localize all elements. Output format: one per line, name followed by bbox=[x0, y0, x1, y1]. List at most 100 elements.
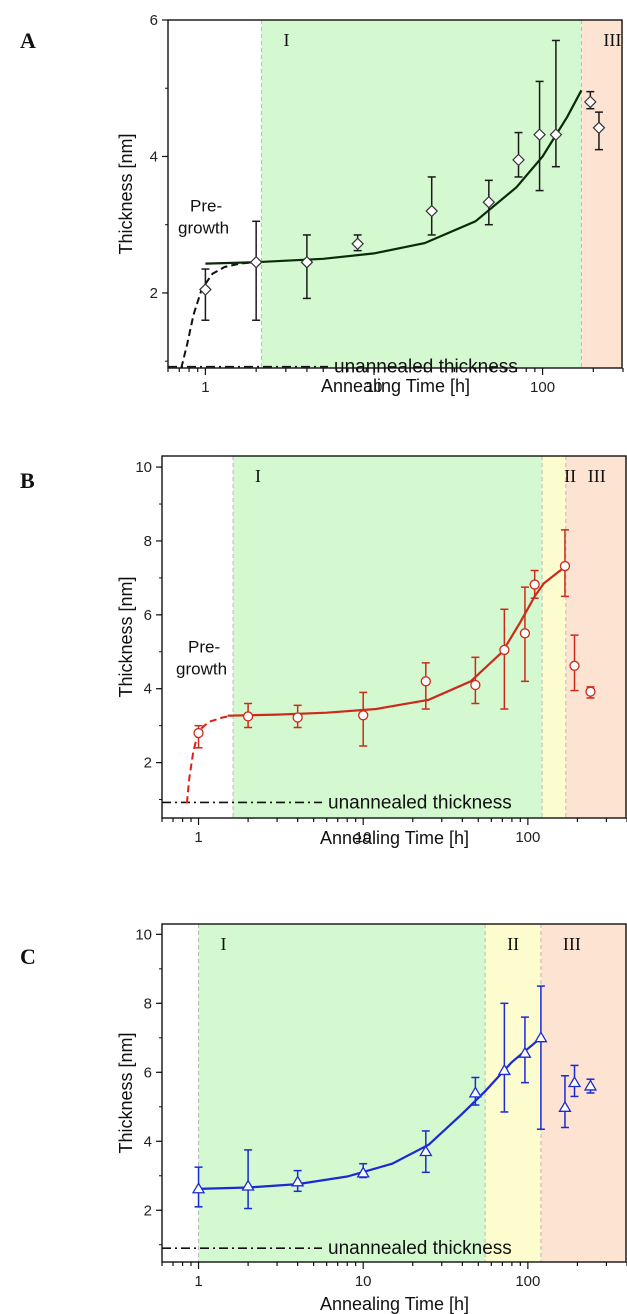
marker bbox=[549, 128, 563, 141]
y-axis-title: Thickness [nm] bbox=[116, 1032, 136, 1153]
marker bbox=[300, 255, 314, 269]
unannealed-label: unannealed thickness bbox=[334, 357, 518, 378]
pregrowth-curve bbox=[180, 261, 257, 369]
marker bbox=[242, 711, 254, 722]
marker bbox=[569, 660, 580, 671]
region-label: III bbox=[563, 934, 581, 954]
x-tick-label: 100 bbox=[515, 1273, 540, 1290]
region-label: II bbox=[507, 934, 519, 954]
region-I bbox=[261, 20, 582, 368]
region-I bbox=[198, 924, 486, 1262]
region-III bbox=[540, 924, 627, 1262]
data-point bbox=[249, 220, 263, 321]
y-tick-label: 8 bbox=[144, 533, 152, 550]
marker bbox=[529, 579, 540, 590]
y-tick-label: 10 bbox=[135, 459, 152, 476]
data-point bbox=[300, 234, 314, 300]
data-point bbox=[420, 662, 431, 710]
data-point bbox=[583, 90, 597, 110]
marker bbox=[356, 1166, 370, 1178]
y-tick-label: 8 bbox=[144, 995, 152, 1012]
data-point bbox=[567, 1064, 582, 1098]
data-point bbox=[199, 268, 212, 321]
data-point bbox=[358, 691, 369, 747]
data-point bbox=[559, 529, 571, 598]
data-point bbox=[558, 1075, 572, 1129]
data-point bbox=[497, 1002, 512, 1113]
marker bbox=[583, 1079, 598, 1091]
y-tick-label: 4 bbox=[144, 681, 152, 698]
region-III bbox=[581, 20, 623, 368]
y-tick-label: 2 bbox=[144, 755, 152, 772]
data-point bbox=[356, 1162, 370, 1179]
y-tick-label: 6 bbox=[150, 12, 158, 29]
y-tick-label: 6 bbox=[144, 1064, 152, 1081]
marker bbox=[199, 283, 212, 296]
marker bbox=[241, 1179, 255, 1191]
pregrowth-label: growth bbox=[178, 219, 229, 238]
pregrowth-curve bbox=[185, 714, 233, 804]
marker bbox=[468, 1086, 483, 1098]
x-tick-label: 100 bbox=[515, 829, 540, 846]
marker bbox=[351, 237, 364, 251]
data-point bbox=[519, 586, 531, 683]
data-point bbox=[351, 234, 364, 252]
marker bbox=[291, 1175, 305, 1187]
marker bbox=[534, 1031, 548, 1043]
marker bbox=[419, 1144, 433, 1157]
x-tick-label: 1 bbox=[201, 379, 209, 396]
plot-frame bbox=[161, 923, 627, 1263]
marker bbox=[558, 1100, 572, 1112]
region-label: III bbox=[588, 466, 606, 486]
region-II bbox=[485, 924, 541, 1262]
marker bbox=[567, 1075, 582, 1088]
data-point bbox=[569, 634, 580, 692]
data-point bbox=[292, 704, 303, 729]
unannealed-label: unannealed thickness bbox=[328, 792, 512, 813]
y-tick-label: 2 bbox=[144, 1202, 152, 1219]
region-label: III bbox=[603, 30, 621, 50]
y-tick-label: 2 bbox=[150, 285, 158, 302]
data-point bbox=[518, 1016, 532, 1084]
pregrowth-label: Pre- bbox=[188, 638, 220, 657]
marker bbox=[583, 95, 597, 109]
region-I bbox=[233, 456, 543, 818]
region-III bbox=[565, 456, 627, 818]
marker bbox=[585, 686, 596, 697]
data-point bbox=[499, 608, 510, 710]
data-point bbox=[242, 702, 254, 729]
data-point bbox=[191, 1166, 206, 1208]
fit-curve bbox=[227, 565, 566, 717]
marker bbox=[592, 121, 606, 135]
marker bbox=[193, 727, 204, 739]
data-point bbox=[549, 39, 563, 168]
marker bbox=[512, 153, 525, 167]
plot-frame bbox=[161, 455, 627, 819]
region-label: I bbox=[283, 30, 289, 50]
x-axis-title: Annealing Time [h] bbox=[320, 1294, 469, 1314]
region-label: I bbox=[255, 466, 261, 486]
marker bbox=[482, 195, 496, 209]
panel-letter: B bbox=[20, 468, 35, 493]
data-point bbox=[470, 656, 481, 705]
data-point bbox=[583, 1078, 598, 1094]
marker bbox=[249, 255, 263, 269]
data-point bbox=[529, 569, 540, 599]
marker bbox=[470, 679, 481, 691]
marker bbox=[519, 628, 531, 639]
marker bbox=[497, 1063, 512, 1076]
data-point bbox=[425, 176, 439, 236]
x-tick-label: 100 bbox=[530, 379, 555, 396]
x-axis-title: Annealing Time [h] bbox=[321, 376, 470, 396]
panel-letter: A bbox=[20, 28, 36, 53]
data-point bbox=[585, 686, 596, 699]
x-tick-label: 1 bbox=[194, 829, 202, 846]
marker bbox=[292, 712, 303, 723]
plot-frame bbox=[167, 19, 623, 369]
data-point bbox=[533, 80, 546, 192]
data-point bbox=[419, 1130, 433, 1174]
